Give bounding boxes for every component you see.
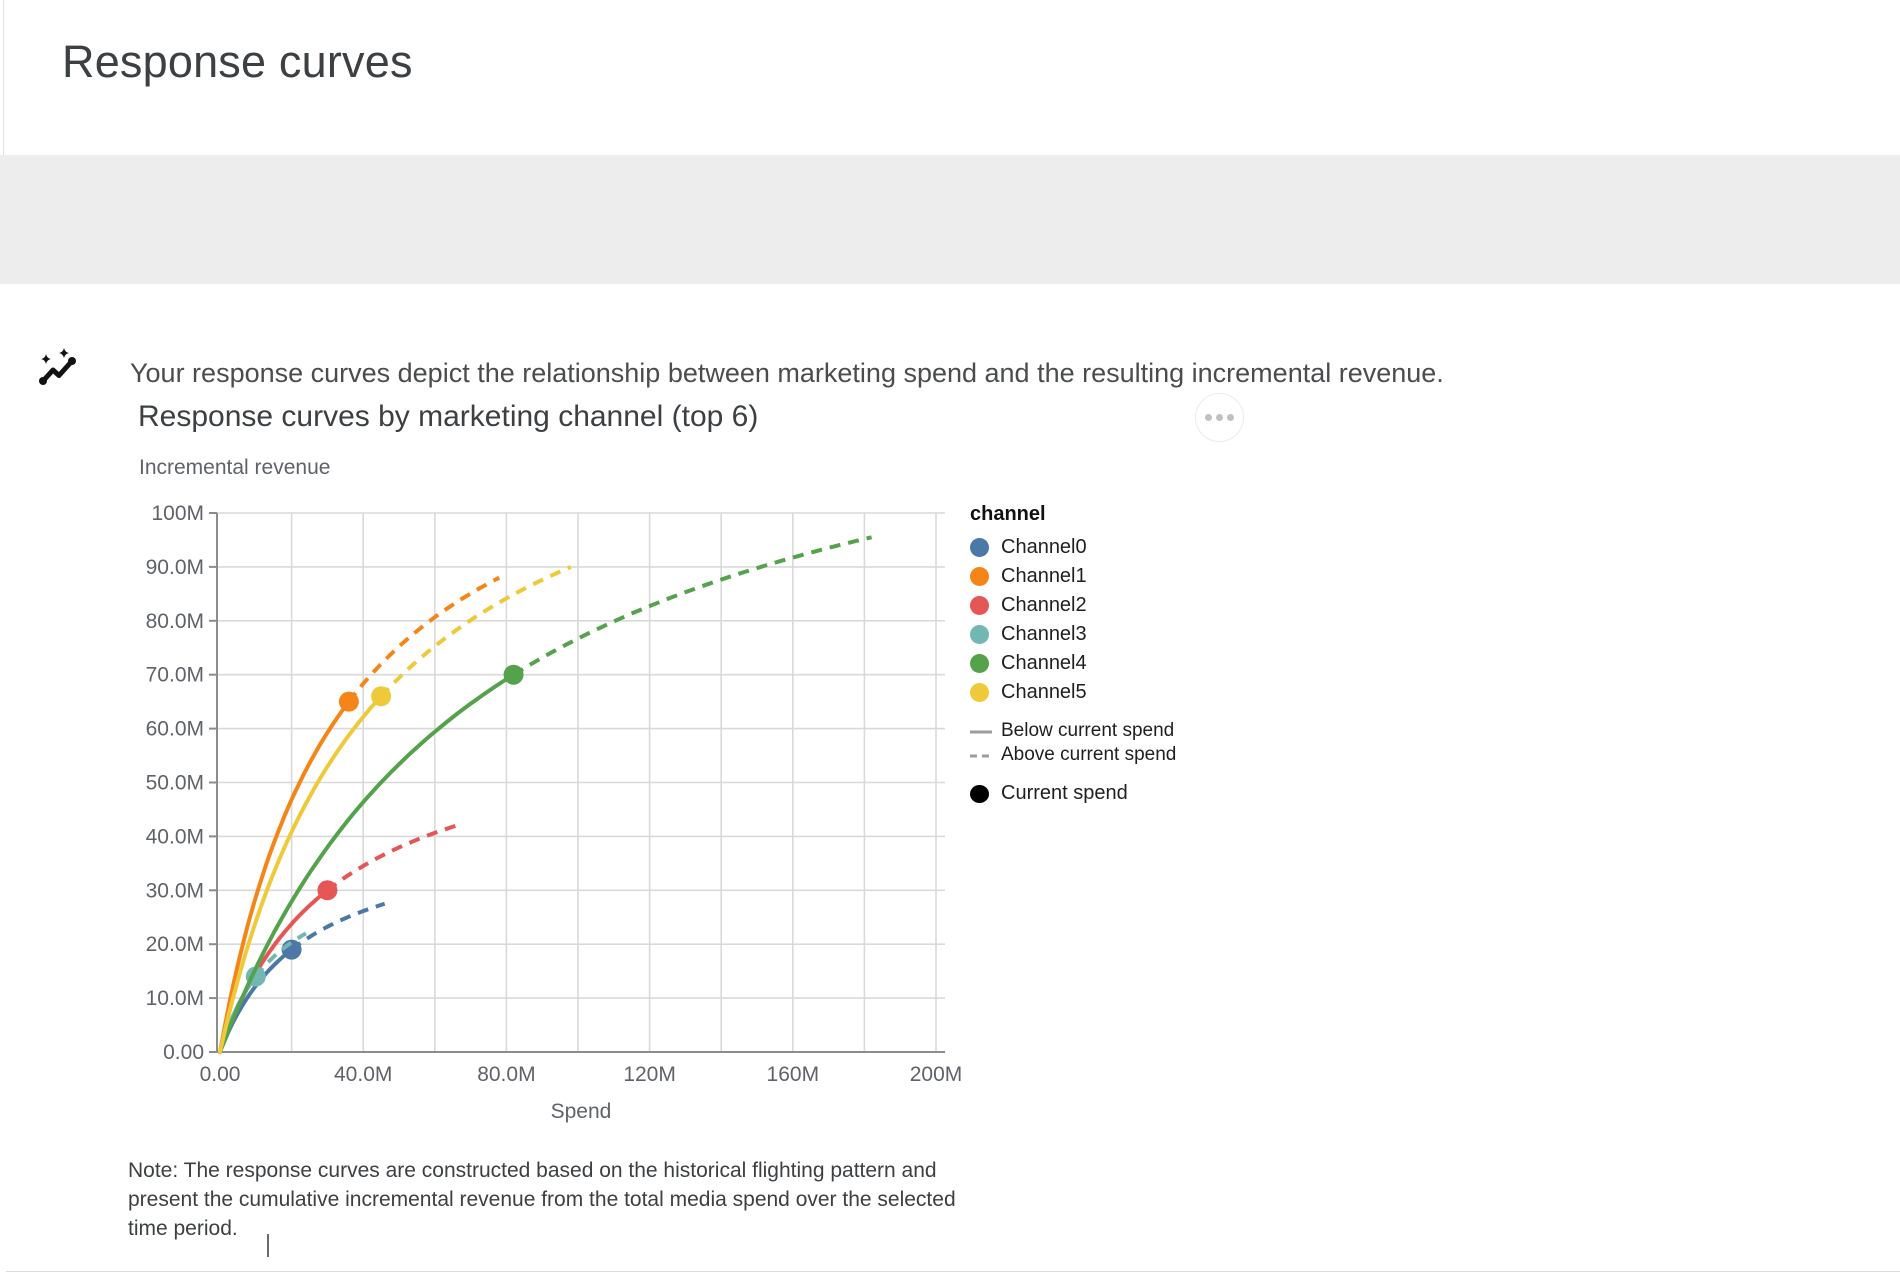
ellipsis-dot <box>1227 414 1234 421</box>
curve-above-current-spend <box>347 575 501 703</box>
legend-item-channel1: Channel1 <box>970 562 1250 591</box>
x-tick-label: 80.0M <box>477 1063 535 1086</box>
legend-channel-items: Channel0 Channel1 Channel2 Channel3 Channel4… <box>970 533 1250 707</box>
legend-color-dot <box>970 625 989 644</box>
page-title: Response curves <box>62 36 413 87</box>
y-tick-label: 80.0M <box>146 610 204 633</box>
curve-below-current-spend <box>218 699 351 1054</box>
legend-color-dot <box>970 567 989 586</box>
legend-item-label: Channel4 <box>1001 652 1087 674</box>
series-Channel5 <box>218 565 572 1054</box>
x-tick-label: 160M <box>767 1063 820 1086</box>
current-spend-dot <box>970 784 989 803</box>
legend-item-channel4: Channel4 <box>970 649 1250 678</box>
legend-title: channel <box>970 503 1046 525</box>
response-curves-chart: 0.00 10.0M 20.0M 30.0M 40.0M 50.0M 60.0M 70.0M 8… <box>146 502 963 1123</box>
x-tick-label: 40.0M <box>334 1063 392 1086</box>
curve-below-current-spend <box>218 694 384 1054</box>
y-tick-label: 40.0M <box>146 825 204 848</box>
y-axis-title: Incremental revenue <box>139 456 331 479</box>
y-tick-label: 20.0M <box>146 933 204 956</box>
header-left-border <box>3 0 4 155</box>
legend-color-dot <box>970 596 989 615</box>
legend-item-label: Current spend <box>1001 782 1128 804</box>
legend-current-spend-item: Current spend <box>970 779 1250 808</box>
legend-item-label: Channel5 <box>1001 681 1087 703</box>
chart-title: Response curves by marketing channel (to… <box>138 400 759 433</box>
legend-item-channel3: Channel3 <box>970 620 1250 649</box>
series-Channel0 <box>218 901 386 1054</box>
legend-line-style-items: Below current spend Above current spend <box>970 719 1250 767</box>
legend-item-channel5: Channel5 <box>970 678 1250 707</box>
legend-item-channel0: Channel0 <box>970 533 1250 562</box>
legend-color-dot <box>970 654 989 673</box>
legend-color-dot <box>970 538 989 557</box>
ellipsis-dot <box>1216 414 1223 421</box>
curve-above-current-spend <box>512 535 873 677</box>
y-tick-label: 100M <box>151 502 204 525</box>
solid-line-swatch <box>970 722 992 740</box>
legend-item-channel2: Channel2 <box>970 591 1250 620</box>
chart-note: Note: The response curves are constructe… <box>128 1159 956 1240</box>
legend-item-label: Channel0 <box>1001 536 1087 558</box>
curve-above-current-spend <box>379 565 572 698</box>
insights-icon <box>36 347 82 393</box>
series-Channel2 <box>218 823 457 1054</box>
legend-item-current-spend: Current spend <box>970 779 1250 808</box>
x-axis-title: Spend <box>551 1100 612 1123</box>
curve-below-current-spend <box>218 672 516 1054</box>
current-spend-point <box>317 880 338 901</box>
legend-item-label: Channel3 <box>1001 623 1087 645</box>
legend-item-dashed-line: Above current spend <box>970 743 1250 767</box>
y-tick-label: 90.0M <box>146 556 204 579</box>
legend-color-dot <box>970 683 989 702</box>
y-tick-label: 0.00 <box>163 1041 204 1064</box>
x-tick-label: 0.00 <box>200 1063 241 1086</box>
legend-item-label: Channel1 <box>1001 565 1087 587</box>
current-spend-point <box>371 686 392 707</box>
current-spend-point <box>503 664 524 685</box>
current-spend-point <box>338 691 359 712</box>
ellipsis-dot <box>1205 414 1212 421</box>
curve-above-current-spend <box>326 823 457 892</box>
series-Channel1 <box>218 575 501 1054</box>
legend-item-label: Channel2 <box>1001 594 1087 616</box>
legend-item-solid-line: Below current spend <box>970 719 1250 743</box>
x-tick-label: 200M <box>910 1063 963 1086</box>
legend-item-label: Above current spend <box>1001 744 1177 765</box>
section-divider <box>6 1271 1900 1272</box>
curve-above-current-spend <box>290 901 386 952</box>
legend-item-label: Below current spend <box>1001 720 1175 741</box>
x-tick-label: 120M <box>623 1063 676 1086</box>
y-tick-label: 10.0M <box>146 987 204 1010</box>
more-options-button[interactable] <box>1195 393 1244 442</box>
info-banner-text: Your response curves depict the relation… <box>130 358 1444 388</box>
y-tick-label: 30.0M <box>146 879 204 902</box>
y-tick-label: 70.0M <box>146 664 204 687</box>
series-Channel4 <box>218 535 873 1054</box>
text-cursor <box>267 1234 269 1257</box>
info-banner: Your response curves depict the relation… <box>0 155 1900 388</box>
dashed-line-swatch <box>970 746 992 764</box>
y-tick-label: 50.0M <box>146 772 204 795</box>
chart-legend: channel Channel0 Channel1 Channel2 Channel3… <box>970 503 1250 808</box>
y-tick-label: 60.0M <box>146 718 204 741</box>
